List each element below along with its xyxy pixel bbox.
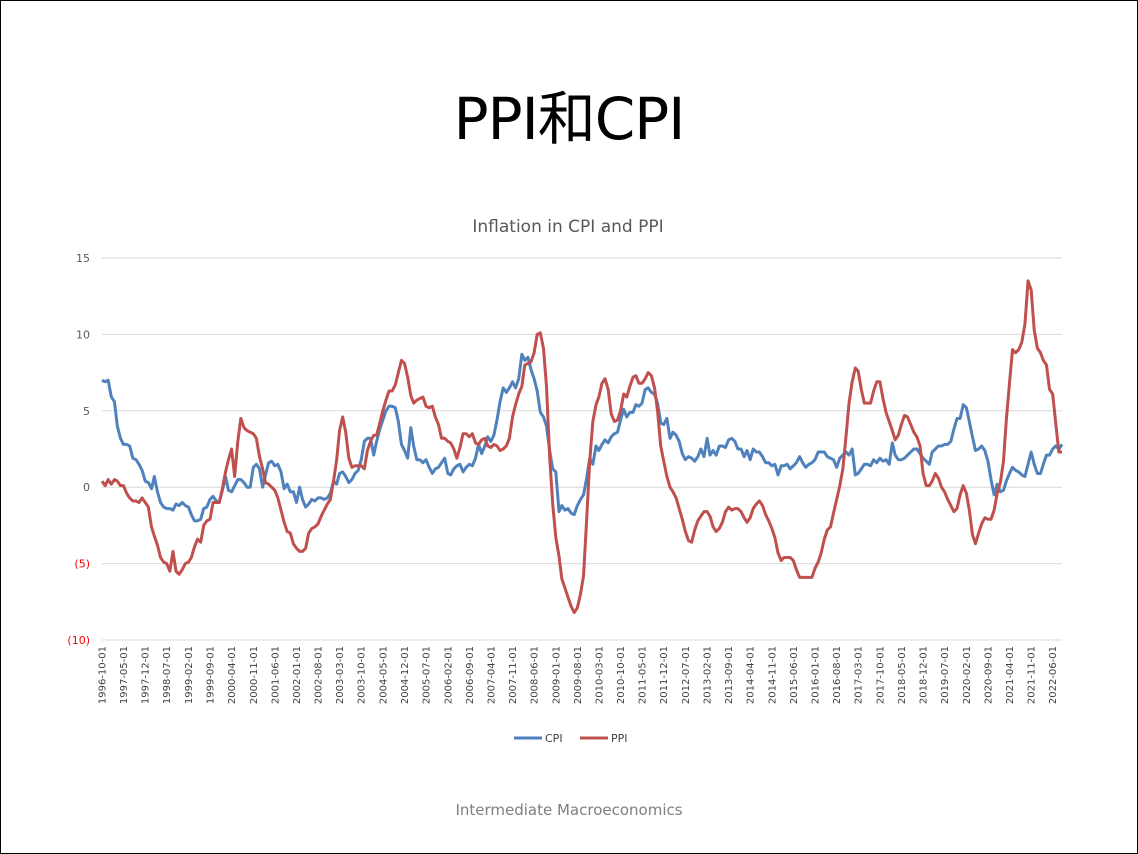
x-tick-label: 2010-03-01 bbox=[594, 646, 605, 704]
x-tick-label: 1996-10-01 bbox=[98, 646, 109, 704]
y-axis-ticks: 15 10 5 0 (5) (10) bbox=[67, 252, 90, 647]
x-tick-label: 2014-04-01 bbox=[746, 646, 757, 704]
x-axis-ticks: 1996-10-01 1997-05-01 1997-12-01 1998-07-01… bbox=[98, 646, 1060, 704]
x-tick-label: 2013-02-01 bbox=[703, 646, 714, 704]
chart-title: Inflation in CPI and PPI bbox=[472, 217, 663, 237]
x-tick-label: 2010-10-01 bbox=[616, 646, 627, 704]
x-tick-label: 2003-10-01 bbox=[357, 646, 368, 704]
x-tick-label: 2002-08-01 bbox=[314, 646, 325, 704]
x-tick-label: 1997-05-01 bbox=[119, 646, 130, 704]
x-tick-label: 2000-11-01 bbox=[249, 646, 260, 704]
x-tick-label: 2017-03-01 bbox=[854, 646, 865, 704]
x-tick-label: 1999-09-01 bbox=[206, 646, 217, 704]
x-tick-label: 2008-06-01 bbox=[530, 646, 541, 704]
series-line-ppi bbox=[100, 279, 1062, 614]
x-tick-label: 2018-05-01 bbox=[897, 646, 908, 704]
x-tick-label: 2019-07-01 bbox=[940, 646, 951, 704]
x-tick-label: 2005-07-01 bbox=[422, 646, 433, 704]
x-tick-label: 2011-05-01 bbox=[638, 646, 649, 704]
x-tick-label: 2001-06-01 bbox=[270, 646, 281, 704]
x-tick-label: 2021-04-01 bbox=[1005, 646, 1016, 704]
x-tick-label: 2007-11-01 bbox=[508, 646, 519, 704]
x-tick-label: 2009-08-01 bbox=[573, 646, 584, 704]
footer-text: Intermediate Macroeconomics bbox=[455, 801, 683, 819]
x-tick-label: 2022-06-01 bbox=[1048, 646, 1059, 704]
x-tick-label: 1997-12-01 bbox=[141, 646, 152, 704]
x-tick-label: 2002-01-01 bbox=[292, 646, 303, 704]
x-tick-label: 2004-12-01 bbox=[400, 646, 411, 704]
x-tick-label: 2003-03-01 bbox=[335, 646, 346, 704]
x-tick-label: 2017-10-01 bbox=[875, 646, 886, 704]
x-tick-label: 2004-05-01 bbox=[378, 646, 389, 704]
x-tick-label: 2000-04-01 bbox=[227, 646, 238, 704]
series-lines bbox=[100, 279, 1064, 614]
x-tick-label: 2012-07-01 bbox=[681, 646, 692, 704]
x-tick-label: 1999-02-01 bbox=[184, 646, 195, 704]
legend: CPI PPI bbox=[514, 732, 628, 745]
x-tick-label: 2007-04-01 bbox=[486, 646, 497, 704]
grid bbox=[102, 257, 1062, 641]
x-tick-label: 2011-12-01 bbox=[659, 646, 670, 704]
x-tick-label: 2018-12-01 bbox=[919, 646, 930, 704]
y-tick-label: 5 bbox=[83, 405, 90, 418]
y-tick-label: 15 bbox=[76, 252, 90, 265]
series-line-cpi bbox=[101, 352, 1064, 523]
legend-label-cpi: CPI bbox=[545, 732, 563, 745]
x-tick-label: 2014-11-01 bbox=[767, 646, 778, 704]
x-tick-label: 2013-09-01 bbox=[724, 646, 735, 704]
x-tick-label: 2006-02-01 bbox=[443, 646, 454, 704]
x-tick-label: 1998-07-01 bbox=[162, 646, 173, 704]
x-tick-label: 2016-08-01 bbox=[832, 646, 843, 704]
x-tick-label: 2021-11-01 bbox=[1027, 646, 1038, 704]
legend-label-ppi: PPI bbox=[611, 732, 628, 745]
x-tick-label: 2016-01-01 bbox=[811, 646, 822, 704]
slide-title: PPI和CPI bbox=[453, 85, 686, 153]
y-tick-label: (5) bbox=[74, 558, 90, 571]
x-tick-label: 2015-06-01 bbox=[789, 646, 800, 704]
x-tick-label: 2009-01-01 bbox=[551, 646, 562, 704]
x-tick-label: 2020-02-01 bbox=[962, 646, 973, 704]
x-tick-label: 2006-09-01 bbox=[465, 646, 476, 704]
x-tick-label: 2020-09-01 bbox=[983, 646, 994, 704]
y-tick-label: (10) bbox=[67, 634, 90, 647]
y-tick-label: 0 bbox=[83, 481, 90, 494]
y-tick-label: 10 bbox=[76, 328, 90, 341]
